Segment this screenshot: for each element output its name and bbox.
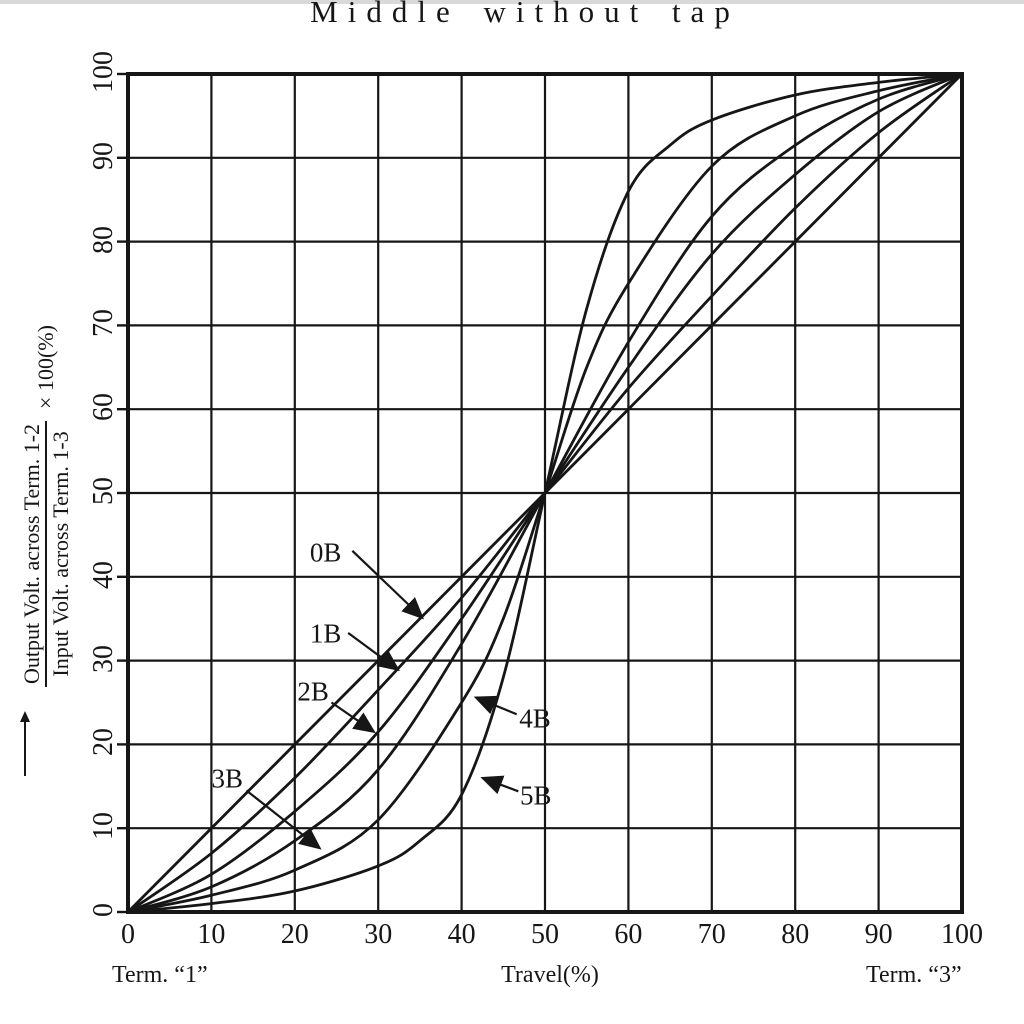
- curve-label-0B: 0B: [309, 537, 342, 568]
- curve-label-1B: 1B: [309, 618, 342, 649]
- y-tick-100: 100: [88, 51, 119, 93]
- y-tick-0: 0: [88, 903, 119, 917]
- leader-arrow-3B: [245, 789, 322, 850]
- y-tick-60: 60: [88, 393, 119, 422]
- y-axis-label: Output Volt. across Term. 1-2 Input Volt…: [18, 236, 74, 776]
- grid: [117, 72, 964, 914]
- label-leader-arrows: [245, 550, 519, 850]
- x-tick-100: 100: [941, 919, 983, 950]
- x-tick-60: 60: [614, 919, 643, 950]
- leader-arrow-0B: [351, 550, 424, 620]
- y-tick-70: 70: [88, 309, 119, 338]
- y-tick-40: 40: [88, 560, 119, 589]
- scan-edge-strip: [0, 0, 1024, 4]
- taper-curves: [126, 72, 964, 914]
- x-tick-20: 20: [280, 919, 309, 950]
- y-tick-80: 80: [88, 225, 119, 254]
- leader-arrow-4B: [473, 695, 518, 716]
- x-tick-80: 80: [781, 919, 810, 950]
- y-tick-10: 10: [88, 812, 119, 841]
- curve-label-5B: 5B: [520, 780, 552, 811]
- curve-label-3B: 3B: [211, 763, 243, 794]
- x-tick-50: 50: [531, 919, 559, 950]
- y-axis-fraction: Output Volt. across Term. 1-2 Input Volt…: [18, 420, 74, 687]
- x-tick-30: 30: [364, 919, 393, 950]
- leader-arrow-1B: [347, 632, 400, 672]
- leader-arrow-2B: [330, 701, 376, 734]
- y-tick-30: 30: [88, 644, 119, 673]
- leader-arrow-5B: [480, 775, 519, 795]
- chart-title: Middle without tap: [310, 0, 740, 29]
- y-tick-50: 50: [88, 477, 119, 505]
- y-axis-denominator: Input Volt. across Term. 1-3: [48, 431, 73, 677]
- curve-label-2B: 2B: [297, 676, 329, 707]
- y-axis-numerator: Output Volt. across Term. 1-2: [18, 420, 47, 687]
- x-tick-90: 90: [864, 919, 893, 950]
- x-tick-0: 0: [121, 919, 135, 950]
- y-axis-suffix: × 100(%): [33, 325, 58, 409]
- curve-5B: [126, 72, 964, 914]
- curve-label-4B: 4B: [519, 703, 551, 734]
- x-axis-caption: Travel(%): [501, 962, 599, 988]
- x-tick-40: 40: [447, 919, 476, 950]
- x-axis-right-caption: Term. “3”: [866, 962, 962, 988]
- y-tick-90: 90: [88, 141, 119, 170]
- axis-direction-arrow-icon: [20, 711, 30, 776]
- y-tick-20: 20: [88, 728, 119, 757]
- x-tick-10: 10: [197, 919, 226, 950]
- x-axis-left-caption: Term. “1”: [112, 962, 208, 988]
- x-tick-70: 70: [697, 919, 726, 950]
